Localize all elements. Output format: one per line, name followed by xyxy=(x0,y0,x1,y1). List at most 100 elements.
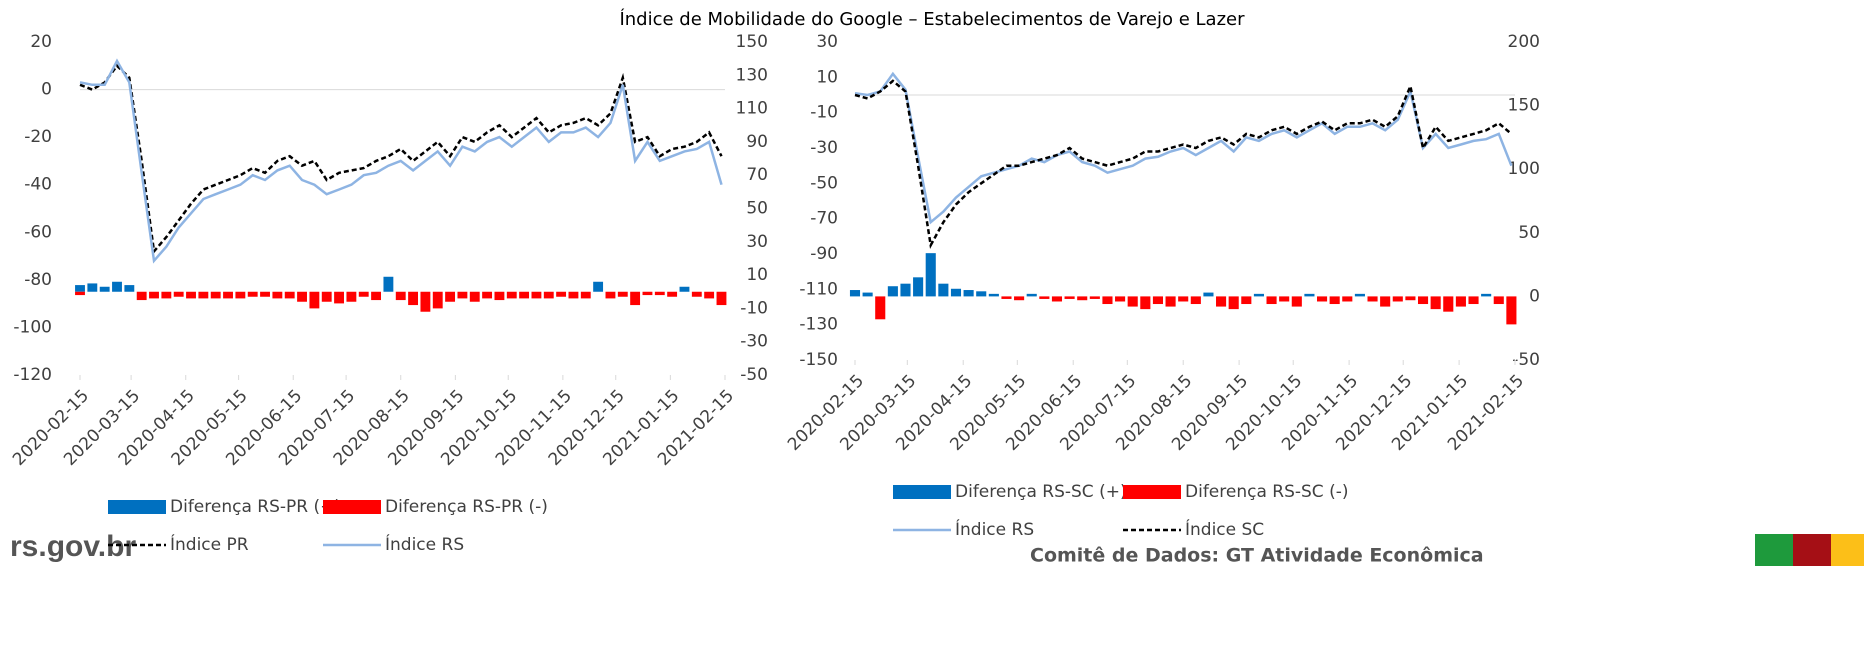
bar xyxy=(1430,296,1441,310)
bar xyxy=(1291,296,1302,307)
bar xyxy=(1127,296,1138,307)
y2-tick-label: -50 xyxy=(1512,350,1540,370)
bar xyxy=(1392,296,1403,302)
bar xyxy=(531,291,542,299)
subtitle: Índice de Mobilidade do Google – Estabel… xyxy=(619,8,1245,30)
bar xyxy=(432,291,443,309)
y-tick-label: -60 xyxy=(24,222,52,242)
y2-tick-label: 150 xyxy=(1508,96,1540,116)
y2-tick-label: -30 xyxy=(740,332,768,352)
credit: Comitê de Dados: GT Atividade Econômica xyxy=(1030,545,1484,567)
bar xyxy=(358,291,369,297)
y-tick-label: -20 xyxy=(24,127,52,147)
legend-label: Diferença RS-SC (-) xyxy=(1185,482,1348,502)
legend-label: Índice RS xyxy=(955,518,1034,540)
bar xyxy=(124,285,135,292)
y-tick-label: -130 xyxy=(799,315,838,335)
bar xyxy=(149,291,159,299)
bar xyxy=(346,291,357,302)
legend-label: Diferença RS-PR (+) xyxy=(170,497,341,517)
bar xyxy=(494,291,505,301)
bar xyxy=(321,291,332,302)
bar xyxy=(1506,296,1517,325)
bar xyxy=(457,291,468,299)
bar xyxy=(284,291,295,299)
legend-swatch xyxy=(1123,485,1181,499)
bar xyxy=(383,276,394,292)
y-tick-label: -150 xyxy=(799,350,838,370)
bar xyxy=(849,290,861,297)
bar xyxy=(506,291,517,299)
bar xyxy=(395,291,406,301)
bar xyxy=(420,291,431,312)
y2-tick-label: 70 xyxy=(746,165,768,185)
bar xyxy=(1001,296,1012,299)
bar xyxy=(679,286,690,292)
bar xyxy=(186,291,196,299)
bar xyxy=(75,291,85,296)
bar xyxy=(963,290,974,297)
bar xyxy=(667,291,678,297)
bar xyxy=(1228,296,1239,310)
y2-tick-label: 50 xyxy=(1518,223,1540,243)
flag-yellow xyxy=(1831,534,1864,566)
bar xyxy=(1342,296,1353,302)
bar xyxy=(556,291,567,297)
legend-swatch xyxy=(108,500,166,514)
bar xyxy=(716,291,727,306)
line xyxy=(854,71,1513,225)
bar xyxy=(1203,292,1214,297)
legend-label: Índice SC xyxy=(1185,518,1264,540)
y-tick-label: -90 xyxy=(810,244,838,264)
bar xyxy=(1077,296,1088,301)
legend-label: Diferença RS-PR (-) xyxy=(385,497,548,517)
y2-tick-label: 150 xyxy=(736,32,768,52)
bar xyxy=(1443,296,1454,312)
y2-tick-label: 10 xyxy=(746,265,768,285)
bar xyxy=(691,291,702,297)
legend-label: Índice RS xyxy=(385,533,464,555)
bar xyxy=(235,291,246,299)
bar xyxy=(568,291,579,299)
line xyxy=(79,58,723,264)
bar xyxy=(210,291,221,299)
bar xyxy=(1405,296,1416,301)
y-tick-label: 20 xyxy=(30,32,52,52)
bar xyxy=(260,291,270,297)
bar xyxy=(223,291,233,299)
bar xyxy=(1455,296,1466,307)
bar xyxy=(1102,296,1113,305)
bar xyxy=(1039,296,1050,299)
bar xyxy=(1140,296,1151,310)
bar xyxy=(173,291,184,297)
bar xyxy=(605,291,616,299)
bar xyxy=(1152,296,1163,305)
bar xyxy=(112,281,122,292)
y-tick-label: -40 xyxy=(24,175,52,195)
bar xyxy=(642,291,653,296)
bar xyxy=(1216,296,1227,307)
bar xyxy=(482,291,493,299)
bar xyxy=(593,281,604,292)
bar xyxy=(408,291,419,306)
y-tick-label: 30 xyxy=(816,32,838,52)
bar xyxy=(469,291,480,302)
bar xyxy=(1026,293,1037,297)
bar xyxy=(272,291,283,299)
legend-label: Diferença RS-SC (+) xyxy=(955,482,1127,502)
bar xyxy=(198,291,209,299)
bar xyxy=(1279,296,1290,302)
legend-label: Índice PR xyxy=(170,533,249,555)
bar xyxy=(1064,296,1075,299)
bar xyxy=(1468,296,1479,305)
bar xyxy=(1051,296,1063,302)
y2-tick-label: 100 xyxy=(1508,159,1540,179)
bar xyxy=(950,288,962,297)
y2-tick-label: 50 xyxy=(746,199,768,219)
bar xyxy=(87,283,98,292)
bar xyxy=(297,291,307,302)
y2-tick-label: -50 xyxy=(740,365,768,385)
y-tick-label: -70 xyxy=(810,209,838,229)
bar xyxy=(371,291,381,301)
bar xyxy=(704,291,715,299)
